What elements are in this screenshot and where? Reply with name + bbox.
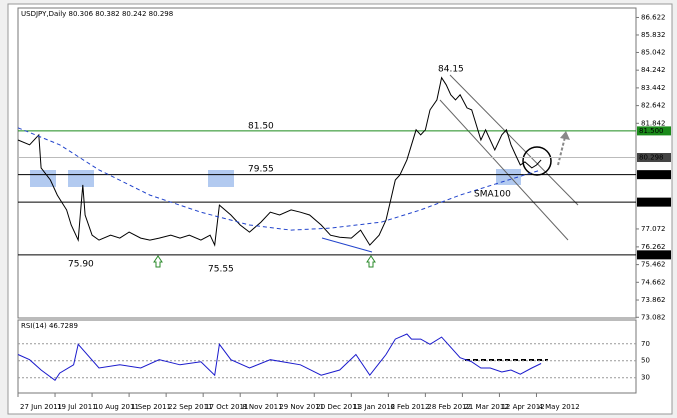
level-label: 78.283 <box>639 198 664 206</box>
y-tick-label: 86.622 <box>641 13 666 21</box>
forecast-arrowhead <box>560 131 570 140</box>
channel-line <box>449 74 579 206</box>
level-label: 75.902 <box>639 251 664 259</box>
level-label: 81.500 <box>639 127 664 135</box>
y-tick-label: 76.262 <box>641 243 666 251</box>
y-tick-label: 73.082 <box>641 313 666 321</box>
y-tick-label: 77.072 <box>641 225 666 233</box>
level-label: 80.298 <box>639 154 664 162</box>
x-tick-label: 29 Nov 2011 <box>279 403 324 411</box>
annotation: 75.90 <box>68 260 94 270</box>
rsi-title: RSI(14) 46.7289 <box>21 322 78 330</box>
x-tick-label: 12 Apr 2012 <box>501 403 544 411</box>
price-line <box>17 127 542 231</box>
y-tick-label: 82.642 <box>641 102 666 110</box>
zone-box <box>208 170 234 187</box>
x-tick-label: 20 Dec 2011 <box>316 403 361 411</box>
price-line <box>17 333 542 382</box>
x-tick-label: 6 Feb 2012 <box>390 403 429 411</box>
annotation: 81.50 <box>248 122 274 132</box>
x-tick-label: 17 Oct 2011 <box>205 403 248 411</box>
frame <box>7 3 673 415</box>
trend-line <box>321 237 373 253</box>
channel-line <box>439 99 569 241</box>
annotation: 75.55 <box>208 265 234 275</box>
y-tick-label: 85.042 <box>641 48 666 56</box>
y-tick-label: 75.462 <box>641 261 666 269</box>
x-tick-label: 8 Nov 2011 <box>242 403 282 411</box>
x-tick-label: 28 Feb 2012 <box>427 403 471 411</box>
rsi-plot <box>17 319 637 394</box>
zone-box <box>68 170 94 187</box>
y-tick-label: 81.842 <box>641 119 666 127</box>
y-tick-label: 50 <box>641 357 650 365</box>
price-line <box>17 76 542 247</box>
x-tick-label: 19 Jul 2011 <box>57 403 97 411</box>
y-tick-label: 30 <box>641 374 650 382</box>
sma-label: SMA100 <box>474 190 511 200</box>
y-tick-label: 85.832 <box>641 31 666 39</box>
level-box <box>637 126 671 136</box>
annotation: 84.15 <box>438 65 464 75</box>
y-tick-label: 74.662 <box>641 278 666 286</box>
main-plot <box>17 7 637 319</box>
zone-box <box>496 169 521 185</box>
y-tick-label: 84.242 <box>641 66 666 74</box>
y-tick-label: 83.442 <box>641 84 666 92</box>
x-tick-label: 1 Sep 2011 <box>131 403 171 411</box>
level-box <box>637 170 671 180</box>
level-label: 79.524 <box>639 171 664 179</box>
x-tick-label: 4 May 2012 <box>538 403 579 411</box>
x-tick-label: 10 Aug 2011 <box>94 403 139 411</box>
level-box <box>637 250 671 260</box>
up-arrow <box>153 255 163 268</box>
x-tick-label: 27 Jun 2011 <box>20 403 62 411</box>
annotation: 79.55 <box>248 165 274 175</box>
x-tick-label: 13 Jan 2012 <box>353 403 395 411</box>
up-arrow <box>366 255 376 268</box>
level-box <box>637 153 671 163</box>
x-tick-label: 21 Mar 2012 <box>464 403 508 411</box>
y-tick-label: 70 <box>641 340 650 348</box>
level-box <box>637 197 671 207</box>
x-tick-label: 22 Sep 2011 <box>168 403 212 411</box>
y-tick-label: 73.862 <box>641 296 666 304</box>
chart-title: USDJPY,Daily 80.306 80.382 80.242 80.298 <box>21 10 173 18</box>
